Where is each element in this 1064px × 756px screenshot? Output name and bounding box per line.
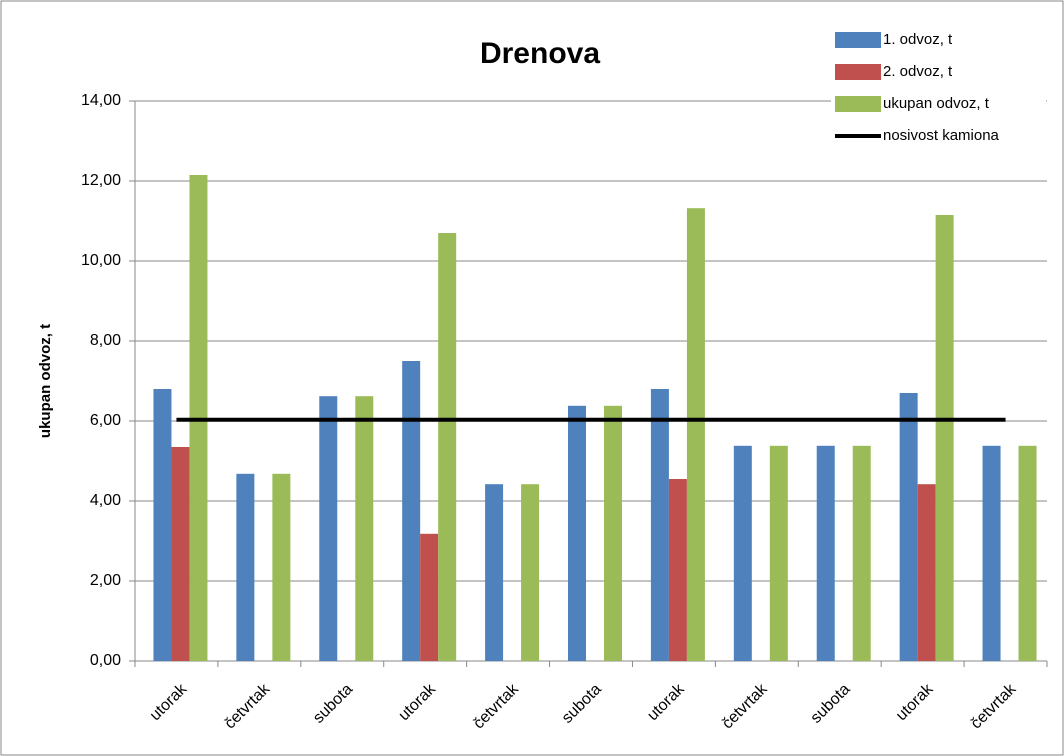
y-axis-label: ukupan odvoz, t (37, 324, 54, 438)
y-tick-label: 10,00 (81, 252, 121, 269)
legend-label: 1. odvoz, t (883, 31, 953, 48)
bar (438, 233, 457, 661)
bar (769, 445, 788, 661)
bar (171, 447, 190, 661)
y-tick-label: 6,00 (90, 412, 121, 429)
bar (917, 484, 936, 661)
bar (272, 473, 291, 661)
bar (899, 393, 918, 661)
legend-swatch (835, 32, 881, 48)
bar (485, 484, 504, 661)
bar (982, 445, 1001, 661)
y-tick-label: 4,00 (90, 492, 121, 509)
legend-label: 2. odvoz, t (883, 63, 953, 80)
legend-swatch (835, 64, 881, 80)
bar (733, 445, 752, 661)
bar (1018, 445, 1037, 661)
bar (355, 396, 374, 661)
chart-title: Drenova (480, 37, 600, 70)
bar (816, 445, 835, 661)
bar (236, 473, 255, 661)
y-tick-label: 8,00 (90, 332, 121, 349)
legend-label: nosivost kamiona (883, 127, 1000, 144)
bar (568, 405, 586, 661)
y-tick-label: 14,00 (81, 92, 121, 109)
y-tick-label: 12,00 (81, 172, 121, 189)
y-tick-label: 2,00 (90, 572, 121, 589)
bar (935, 215, 954, 661)
bar (686, 208, 705, 661)
bar (668, 479, 687, 661)
bar (319, 396, 338, 661)
bar (420, 533, 439, 661)
bar (604, 405, 622, 661)
bar (521, 484, 540, 661)
bar (402, 361, 421, 661)
y-tick-label: 0,00 (90, 652, 121, 669)
bar (650, 389, 669, 661)
bar (852, 445, 871, 661)
bar (153, 389, 172, 661)
legend-label: ukupan odvoz, t (883, 95, 990, 112)
legend-swatch (835, 96, 881, 112)
